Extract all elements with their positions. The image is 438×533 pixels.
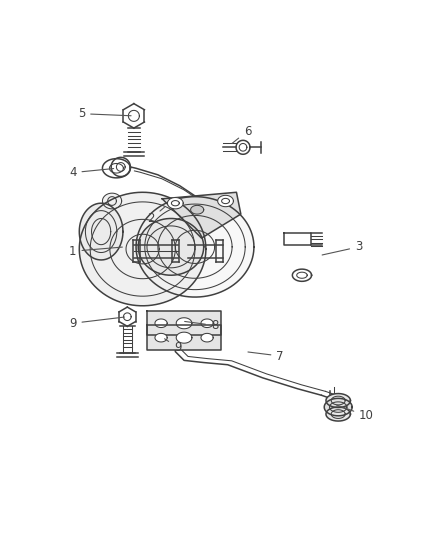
Polygon shape xyxy=(176,332,192,343)
Polygon shape xyxy=(324,398,352,416)
Text: 5: 5 xyxy=(78,107,131,120)
Polygon shape xyxy=(147,326,221,350)
Polygon shape xyxy=(167,198,183,209)
Polygon shape xyxy=(111,157,131,176)
Polygon shape xyxy=(162,192,241,238)
Polygon shape xyxy=(155,319,167,328)
Text: 9: 9 xyxy=(165,339,181,354)
Polygon shape xyxy=(138,219,204,275)
Polygon shape xyxy=(79,203,123,260)
Polygon shape xyxy=(176,318,192,329)
Text: 1: 1 xyxy=(69,245,122,258)
Text: 4: 4 xyxy=(69,166,113,179)
Polygon shape xyxy=(292,269,311,281)
Text: 7: 7 xyxy=(248,350,284,362)
Polygon shape xyxy=(155,333,167,342)
Text: 6: 6 xyxy=(232,125,251,143)
Polygon shape xyxy=(326,407,350,421)
Polygon shape xyxy=(201,319,213,328)
Polygon shape xyxy=(102,193,122,209)
Polygon shape xyxy=(218,195,233,207)
Polygon shape xyxy=(136,197,254,297)
Polygon shape xyxy=(147,311,221,335)
Polygon shape xyxy=(201,333,213,342)
Polygon shape xyxy=(102,159,131,178)
Text: 2: 2 xyxy=(148,207,165,225)
Text: 10: 10 xyxy=(336,405,374,422)
Polygon shape xyxy=(285,233,311,245)
Polygon shape xyxy=(191,205,204,214)
Text: 9: 9 xyxy=(69,317,124,330)
Polygon shape xyxy=(79,192,206,306)
Text: 8: 8 xyxy=(185,319,218,332)
Polygon shape xyxy=(326,393,350,408)
Polygon shape xyxy=(236,140,250,154)
Text: 3: 3 xyxy=(322,240,362,255)
